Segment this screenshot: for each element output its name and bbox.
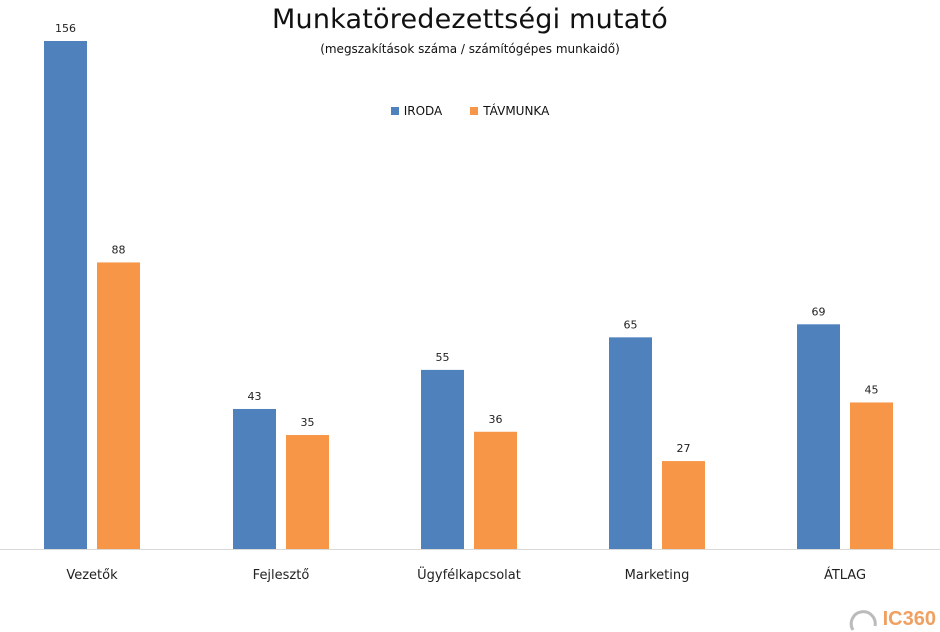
data-label-iroda-3: 65 (624, 318, 638, 331)
x-tick-label-0: Vezetők (66, 568, 118, 583)
legend-swatch-iroda (390, 107, 399, 115)
x-tick-label-2: Ügyfélkapcsolat (417, 566, 521, 583)
data-label-iroda-2: 55 (436, 351, 450, 364)
bar-távmunka-0 (97, 262, 140, 549)
logo-swirl-icon (849, 610, 877, 631)
watermark-text: IC360 (882, 607, 936, 630)
data-label-távmunka-2: 36 (489, 413, 503, 426)
bar-iroda-4 (797, 324, 840, 549)
bar-iroda-2 (421, 369, 464, 549)
data-label-távmunka-4: 45 (865, 383, 879, 396)
legend-label-tavmunka: TÁVMUNKA (483, 104, 550, 118)
data-label-iroda-0: 156 (55, 22, 76, 35)
data-label-iroda-4: 69 (812, 305, 826, 318)
data-label-távmunka-0: 88 (112, 243, 126, 256)
legend-swatch-tavmunka (470, 107, 479, 115)
bar-távmunka-2 (474, 431, 517, 549)
legend: IRODA TÁVMUNKA (0, 104, 940, 118)
bar-iroda-0 (44, 41, 87, 549)
legend-label-iroda: IRODA (403, 104, 443, 118)
bar-távmunka-4 (850, 402, 893, 549)
bar-távmunka-1 (286, 435, 329, 549)
legend-item-iroda: IRODA (390, 104, 443, 118)
data-label-iroda-1: 43 (248, 390, 262, 403)
watermark-logo: IC360 (849, 606, 936, 632)
data-label-távmunka-1: 35 (301, 416, 315, 429)
bar-iroda-3 (609, 337, 652, 549)
chart-subtitle: (megszakítások száma / számítógépes munk… (320, 42, 620, 56)
x-tick-label-4: ÁTLAG (824, 567, 866, 583)
legend-item-tavmunka: TÁVMUNKA (470, 104, 549, 118)
x-tick-label-1: Fejlesztő (253, 568, 310, 583)
x-tick-label-3: Marketing (625, 568, 690, 583)
data-label-távmunka-3: 27 (677, 442, 691, 455)
bar-iroda-1 (233, 408, 276, 549)
chart-title: Munkatöredezettségi mutató (272, 4, 668, 35)
bar-távmunka-3 (662, 461, 705, 549)
